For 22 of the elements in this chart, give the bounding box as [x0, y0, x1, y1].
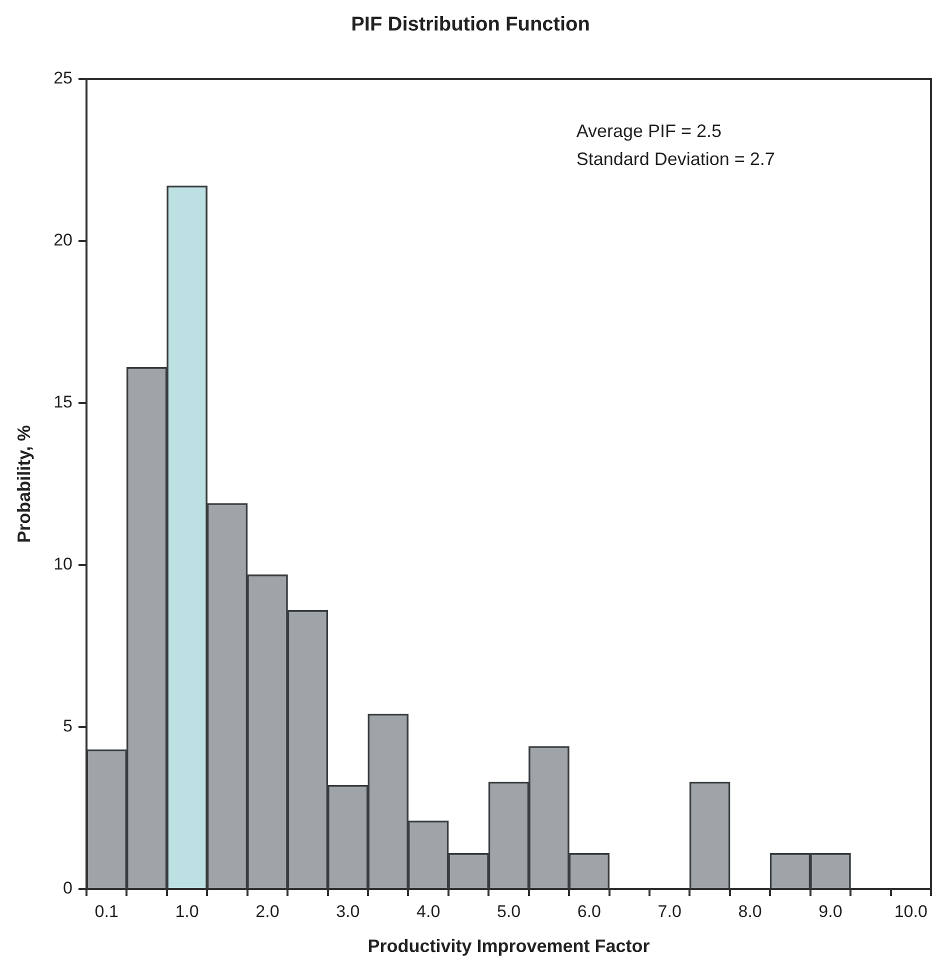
- annotation: Average PIF = 2.5: [576, 120, 722, 141]
- y-tick-label: 15: [54, 392, 73, 412]
- x-tick-label: 4.0: [416, 902, 440, 921]
- x-tick-label: 0.1: [94, 902, 118, 921]
- x-axis-title: Productivity Improvement Factor: [368, 936, 650, 956]
- x-tick-label: 10.0: [894, 902, 928, 921]
- x-tick-label: 1.0: [175, 902, 199, 921]
- y-axis-title: Probability, %: [14, 425, 34, 543]
- y-tick-label: 20: [54, 230, 73, 250]
- chart-title: PIF Distribution Function: [351, 14, 590, 36]
- y-tick-label: 10: [54, 554, 73, 574]
- x-tick-label: 9.0: [818, 902, 842, 921]
- y-tick-label: 25: [54, 68, 73, 88]
- x-tick-label: 7.0: [658, 902, 682, 921]
- annotation: Standard Deviation = 2.7: [576, 148, 775, 169]
- x-tick-label: 8.0: [738, 902, 762, 921]
- x-tick-label: 5.0: [496, 902, 521, 921]
- y-tick-label: 0: [63, 878, 73, 898]
- x-tick-label: 3.0: [336, 902, 360, 921]
- x-tick-label: 2.0: [256, 902, 280, 921]
- y-tick-label: 5: [63, 716, 73, 736]
- x-tick-label: 6.0: [577, 902, 602, 921]
